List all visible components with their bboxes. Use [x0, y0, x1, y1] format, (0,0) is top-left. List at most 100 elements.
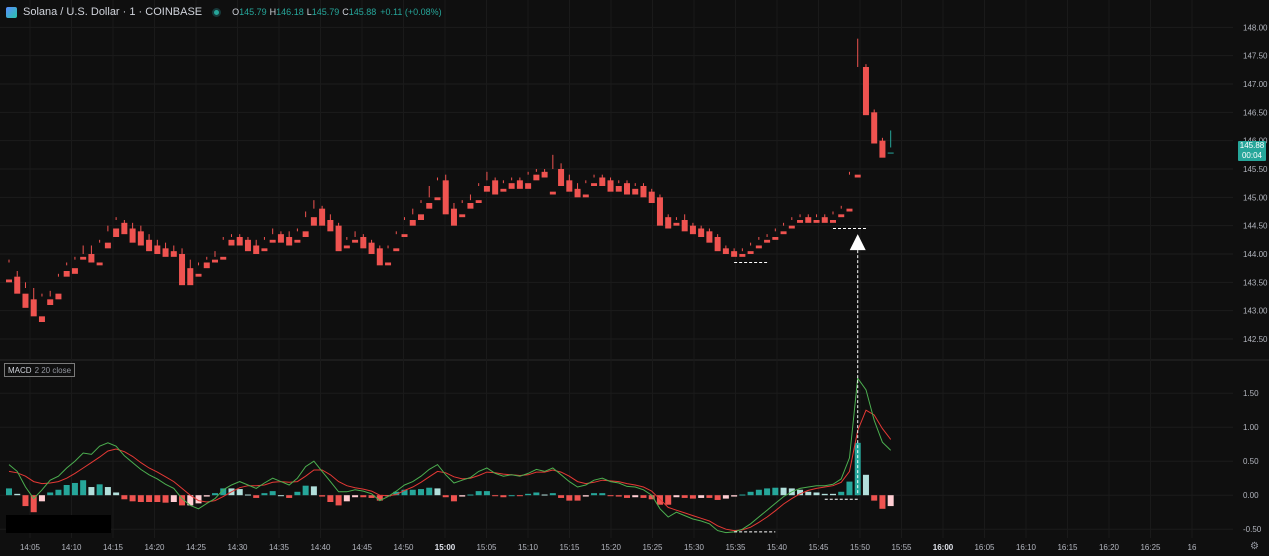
open-key: O — [232, 7, 240, 17]
macd-lines — [8, 376, 892, 534]
histogram-bar — [310, 486, 317, 496]
candle-body — [30, 299, 37, 317]
histogram-bar — [879, 495, 886, 509]
price-tick-label: 145.50 — [1243, 165, 1268, 174]
candle-body — [500, 188, 507, 192]
candle-body — [574, 188, 581, 198]
histogram-bar — [401, 489, 408, 496]
candle-body — [846, 208, 853, 212]
time-tick-label: 14:40 — [310, 543, 331, 552]
candle-body — [591, 183, 598, 186]
market-status-dot-icon[interactable] — [212, 7, 222, 17]
histogram-bar — [203, 495, 210, 497]
histogram-bar — [698, 495, 705, 498]
macd-tick-label: 1.00 — [1243, 423, 1259, 432]
last-price-tag: 145.88 00:04 — [1238, 141, 1266, 161]
time-tick-label: 16:05 — [974, 543, 995, 552]
time-tick-label: 14:20 — [144, 543, 165, 552]
candle-body — [418, 214, 424, 220]
macd-indicator-label[interactable]: MACD 2 20 close — [4, 363, 76, 377]
candle-body — [368, 242, 375, 254]
histogram-bar — [887, 495, 894, 507]
time-tick-label: 16:15 — [1057, 543, 1078, 552]
histogram-bar — [236, 489, 243, 496]
candle-body — [467, 203, 474, 209]
histogram-bar — [22, 495, 29, 507]
time-axis[interactable]: 14:05 14:10 14:15 14:20 14:25 14:30 14:35 14:40… — [20, 543, 1197, 552]
histogram-bar — [261, 493, 268, 496]
candle-body — [212, 259, 218, 263]
candle-body — [640, 186, 647, 198]
candle-body — [459, 214, 466, 218]
histogram-bar — [418, 489, 424, 496]
time-tick-label: 15:15 — [559, 543, 580, 552]
histogram-bar — [335, 495, 342, 506]
candle-body — [154, 245, 161, 254]
histogram-bar — [830, 493, 836, 496]
histogram-bar — [838, 491, 845, 496]
time-tick-label: 15:40 — [767, 543, 788, 552]
histogram-bar — [632, 495, 639, 498]
histogram-bar — [673, 495, 680, 498]
histogram-bar — [343, 495, 350, 502]
candle-body — [821, 217, 828, 223]
histogram-bar — [294, 491, 301, 496]
time-tick-label: 14:35 — [269, 543, 290, 552]
candlestick-series — [6, 38, 894, 322]
histogram-bar — [121, 495, 128, 500]
low-value: 145.79 — [311, 7, 340, 17]
histogram-bar — [393, 491, 400, 496]
candle-body — [113, 228, 120, 237]
symbol-title[interactable]: Solana / U.S. Dollar · 1 · COINBASE — [23, 6, 203, 18]
candle-body — [14, 276, 21, 294]
histogram-bar — [821, 493, 828, 496]
candle-body — [63, 271, 70, 277]
histogram-bar — [549, 493, 556, 496]
candle-body — [887, 152, 894, 154]
candle-body — [6, 279, 12, 283]
candle-body — [187, 268, 194, 286]
macd-axis[interactable]: 1.50 1.00 0.50 0.00 -0.50 — [1243, 389, 1262, 534]
histogram-bar — [63, 485, 70, 496]
time-tick-label: 15:10 — [518, 543, 539, 552]
histogram-bar — [475, 491, 482, 496]
candle-body — [681, 220, 688, 232]
histogram-bar — [862, 474, 869, 496]
high-value: 146.18 — [276, 7, 304, 17]
candle-body — [352, 239, 359, 243]
time-tick-label: 14:10 — [61, 543, 82, 552]
time-tick-label: 14:30 — [227, 543, 248, 552]
histogram-bar — [640, 495, 647, 498]
histogram-bar — [113, 492, 120, 496]
candle-body — [327, 220, 334, 232]
candle-body — [508, 183, 515, 189]
histogram-bar — [80, 480, 87, 496]
price-axis[interactable]: 148.00147.50147.00146.50146.00145.50145.… — [1243, 23, 1268, 344]
histogram-bar — [574, 495, 581, 501]
histogram-bar — [871, 495, 878, 501]
time-tick-label: 16:20 — [1099, 543, 1120, 552]
time-tick-label: 15:00 — [435, 543, 456, 552]
histogram-bar — [179, 495, 186, 506]
candle-body — [582, 194, 589, 198]
candle-body — [38, 316, 45, 322]
candle-body — [179, 254, 186, 286]
histogram-bar — [6, 488, 12, 496]
open-value: 145.79 — [239, 7, 267, 17]
time-tick-label: 14:15 — [103, 543, 124, 552]
candle-body — [854, 174, 861, 178]
histogram-bar — [104, 487, 111, 496]
candle-body — [533, 174, 540, 181]
candle-body — [624, 183, 630, 195]
histogram-bar — [706, 495, 713, 498]
candle-body — [706, 231, 713, 243]
gear-icon[interactable]: ⚙ — [1250, 541, 1259, 552]
histogram-bar — [96, 484, 103, 496]
histogram-bar — [352, 495, 359, 498]
candle-body — [615, 186, 622, 192]
histogram-bar — [607, 495, 614, 497]
histogram-bar — [47, 492, 54, 496]
candle-body — [739, 254, 746, 257]
symbol-header: Solana / U.S. Dollar · 1 · COINBASE O 145… — [6, 4, 442, 20]
